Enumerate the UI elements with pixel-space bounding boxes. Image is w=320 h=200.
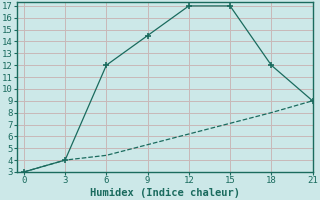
X-axis label: Humidex (Indice chaleur): Humidex (Indice chaleur) xyxy=(90,188,240,198)
